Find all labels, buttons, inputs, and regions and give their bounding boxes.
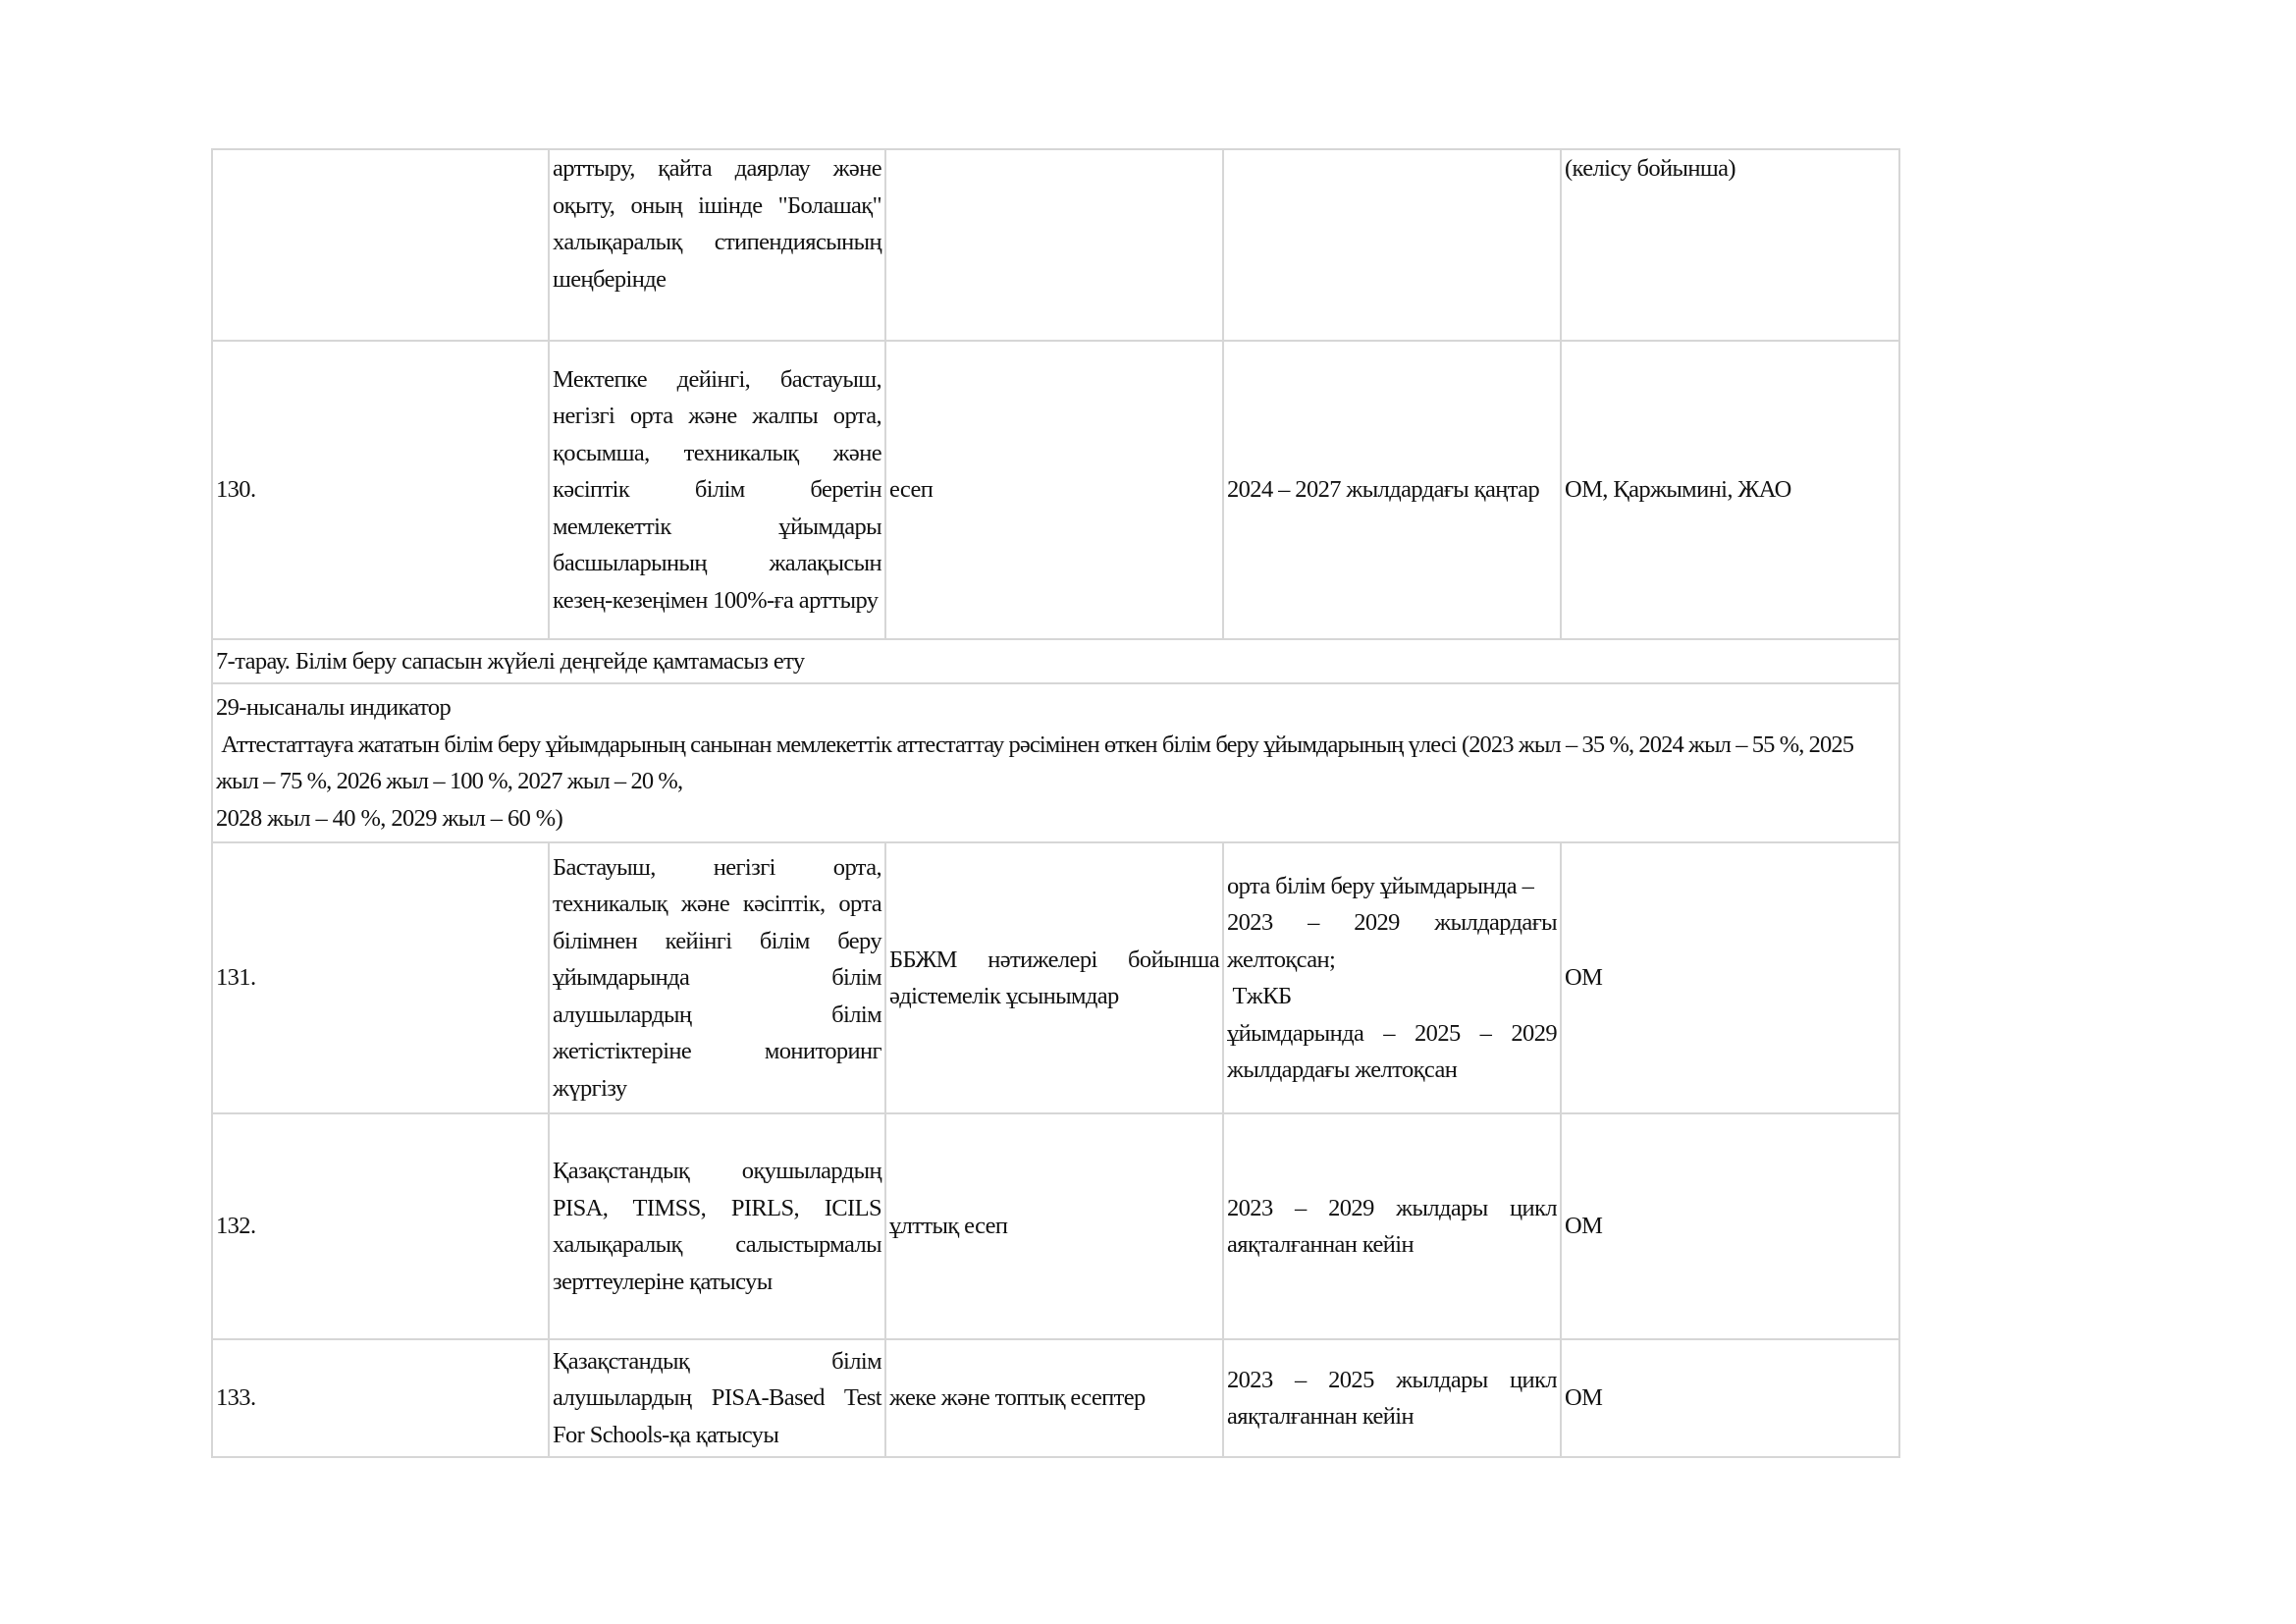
form-cell: ұлттық есеп xyxy=(884,1112,1224,1340)
deadline-cell: 2023 – 2029 жылдары цикл аяқталғаннан ке… xyxy=(1222,1112,1562,1340)
table-row: 133. Қазақстандық білім алушылардың PISA… xyxy=(211,1338,1900,1458)
form-cell: жеке және топтық есептер xyxy=(884,1338,1224,1458)
row-number: 131. xyxy=(211,841,550,1114)
table-row: арттыру, қайта даярлау және оқыту, оның … xyxy=(211,148,1900,342)
form-cell xyxy=(884,148,1224,342)
action-cell: Қазақстандық оқушылардың PISA, TIMSS, PI… xyxy=(548,1112,886,1340)
row-number xyxy=(211,148,550,342)
indicator-row: 29-нысаналы индикатор Аттестаттауға жата… xyxy=(211,682,1900,843)
indicator-text-cont: 2028 жыл – 40 %, 2029 жыл – 60 %) xyxy=(216,804,563,832)
responsible-cell: ОМ xyxy=(1560,841,1900,1114)
row-number: 133. xyxy=(211,1338,550,1458)
form-cell: есеп xyxy=(884,340,1224,640)
responsible-cell: (келісу бойынша) xyxy=(1560,148,1900,342)
action-cell: Қазақстандық білім алушылардың PISA-Base… xyxy=(548,1338,886,1458)
indicator-title: 29-нысаналы индикатор xyxy=(216,694,452,721)
table-row: 130. Мектепке дейінгі, бастауыш, негізгі… xyxy=(211,340,1900,640)
action-cell: арттыру, қайта даярлау және оқыту, оның … xyxy=(548,148,886,342)
indicator-cell: 29-нысаналы индикатор Аттестаттауға жата… xyxy=(211,682,1900,843)
action-cell: Мектепке дейінгі, бастауыш, негізгі орта… xyxy=(548,340,886,640)
responsible-cell: ОМ xyxy=(1560,1112,1900,1340)
row-number: 130. xyxy=(211,340,550,640)
plan-table: арттыру, қайта даярлау және оқыту, оның … xyxy=(211,148,1900,1458)
deadline-cell xyxy=(1222,148,1562,342)
deadline-cell: 2024 – 2027 жылдардағы қаңтар xyxy=(1222,340,1562,640)
section-heading: 7-тарау. Білім беру сапасын жүйелі деңге… xyxy=(211,638,1900,684)
responsible-cell: ОМ, Қаржымині, ЖАО xyxy=(1560,340,1900,640)
deadline-part: 2023 – 2029 жылдардағы желтоқсан; xyxy=(1227,909,1558,973)
deadline-part: орта білім беру ұйымдарында – xyxy=(1227,872,1534,899)
form-cell: ББЖМ нәтижелері бойынша әдістемелік ұсын… xyxy=(884,841,1224,1114)
deadline-cell: 2023 – 2025 жылдары цикл аяқталғаннан ке… xyxy=(1222,1338,1562,1458)
deadline-part: ТжКБ xyxy=(1227,983,1293,1009)
table-row: 131. Бастауыш, негізгі орта, техникалық … xyxy=(211,841,1900,1114)
section-row: 7-тарау. Білім беру сапасын жүйелі деңге… xyxy=(211,638,1900,684)
row-number: 132. xyxy=(211,1112,550,1340)
indicator-text: Аттестаттауға жататын білім беру ұйымдар… xyxy=(216,731,1859,795)
deadline-cell: орта білім беру ұйымдарында – 2023 – 202… xyxy=(1222,841,1562,1114)
action-cell: Бастауыш, негізгі орта, техникалық және … xyxy=(548,841,886,1114)
deadline-part: ұйымдарында – 2025 – 2029 жылдардағы жел… xyxy=(1227,1019,1558,1084)
table-row: 132. Қазақстандық оқушылардың PISA, TIMS… xyxy=(211,1112,1900,1340)
responsible-cell: ОМ xyxy=(1560,1338,1900,1458)
